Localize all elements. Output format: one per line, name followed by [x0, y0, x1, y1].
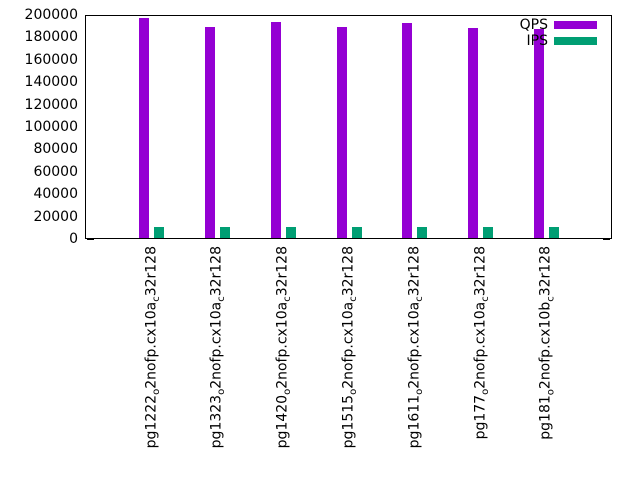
- plot-area: [85, 15, 612, 239]
- y-tick-label: 40000: [33, 186, 78, 203]
- legend-swatch-ips: [554, 37, 597, 45]
- bar-qps-5: [402, 22, 413, 238]
- bar-ips-5: [417, 226, 428, 238]
- bar-qps-4: [336, 26, 347, 238]
- y-tick-label: 180000: [24, 29, 78, 46]
- y-tick-label: 120000: [24, 96, 78, 113]
- x-axis-label-text: pg1611o2nofp.cx10ac32r128: [406, 246, 426, 449]
- legend-entry-ips: IPS: [447, 33, 597, 49]
- bar-qps-3: [270, 21, 281, 238]
- y-tick-label: 160000: [24, 51, 78, 68]
- bar-ips-2: [219, 226, 230, 238]
- y-tick-mark: [87, 238, 94, 240]
- y-tick-label: 80000: [33, 141, 78, 158]
- legend-label-qps: QPS: [519, 17, 548, 33]
- y-tick-label: 100000: [24, 119, 78, 135]
- bar-ips-4: [351, 226, 362, 238]
- y-tick-label: 60000: [33, 163, 78, 180]
- legend-entry-qps: QPS: [447, 17, 597, 33]
- y-tick-label: 140000: [24, 74, 78, 91]
- legend: QPS IPS: [447, 17, 597, 49]
- x-axis-label-text: pg181o2nofp.cx10bc32r128: [538, 246, 557, 440]
- bar-ips-1: [153, 226, 164, 238]
- legend-label-ips: IPS: [526, 33, 548, 49]
- y-tick-label: 200000: [24, 7, 78, 23]
- bar-qps-7: [534, 28, 545, 238]
- bar-qps-6: [468, 28, 479, 238]
- x-axis-label-text: pg1222o2nofp.cx10ac32r128: [142, 246, 162, 449]
- bar-ips-3: [285, 226, 296, 238]
- y-tick-label: 20000: [33, 208, 78, 225]
- y-tick-mark-right: [603, 238, 610, 240]
- bar-qps-2: [204, 26, 215, 238]
- y-tick-label: 0: [69, 231, 78, 247]
- bar-qps-1: [138, 17, 149, 238]
- bar-ips-7: [549, 227, 560, 238]
- x-axis-label-text: pg177o2nofp.cx10ac32r128: [472, 246, 492, 440]
- x-axis-label-text: pg1323o2nofp.cx10ac32r128: [208, 246, 228, 449]
- x-axis-label-text: pg1515o2nofp.cx10ac32r128: [340, 246, 360, 449]
- x-axis-label-text: pg1420o2nofp.cx10ac32r128: [274, 246, 294, 449]
- bar-ips-6: [483, 226, 494, 238]
- legend-swatch-qps: [554, 21, 597, 29]
